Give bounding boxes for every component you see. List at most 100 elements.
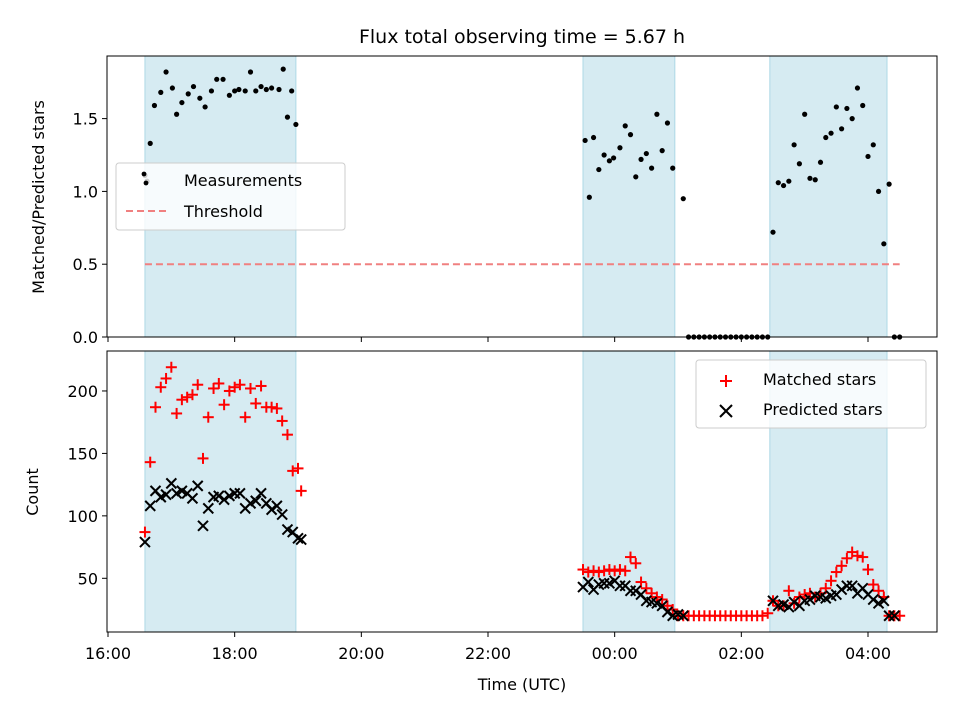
measurement-point bbox=[174, 111, 180, 117]
measurement-point bbox=[844, 105, 850, 112]
matched-star-point bbox=[619, 565, 631, 577]
measurement-point bbox=[622, 123, 628, 129]
matched-star-point bbox=[213, 377, 225, 389]
predicted-star-point bbox=[878, 595, 890, 607]
chart-title: Flux total observing time = 5.67 h bbox=[359, 26, 685, 48]
predicted-star-point bbox=[144, 500, 156, 512]
measurement-point bbox=[289, 88, 295, 94]
measurement-point bbox=[197, 95, 203, 101]
matched-star-point bbox=[577, 564, 589, 576]
matched-star-point bbox=[287, 465, 299, 477]
measurement-point bbox=[242, 88, 248, 94]
y-tick-label: 150 bbox=[67, 444, 98, 463]
measurement-point bbox=[232, 88, 238, 94]
predicted-star-point bbox=[804, 593, 816, 606]
bottom-axes-frame bbox=[106, 350, 938, 633]
bottom-legend: Matched stars Predicted stars bbox=[695, 359, 927, 429]
measurement-point bbox=[817, 159, 824, 165]
y-tick-label: 1.5 bbox=[73, 110, 98, 129]
bottom-panel: 50 100 150 200 16:00 18:00 20:00 22:00 00:00 02:… bbox=[23, 350, 938, 694]
matched-star-point bbox=[192, 379, 204, 391]
measurement-point bbox=[247, 69, 254, 75]
measurement-point bbox=[627, 132, 634, 138]
legend-label-predicted-stars: Predicted stars bbox=[763, 400, 883, 419]
measurement-point bbox=[293, 121, 299, 128]
matched-star-point bbox=[165, 361, 177, 373]
matched-star-point bbox=[862, 564, 874, 576]
predicted-star-point bbox=[213, 490, 225, 502]
predicted-star-point bbox=[218, 493, 230, 506]
measurement-points bbox=[142, 66, 903, 340]
measurement-point bbox=[284, 114, 291, 120]
measurement-point bbox=[147, 140, 153, 146]
measurement-point bbox=[590, 134, 597, 141]
measurement-point bbox=[654, 111, 660, 117]
measurement-point bbox=[582, 137, 588, 144]
predicted-star-point bbox=[276, 508, 288, 521]
matched-star-point bbox=[593, 566, 605, 578]
y-tick-label: 0.0 bbox=[73, 328, 98, 347]
measurement-point bbox=[802, 111, 808, 117]
predicted-star-point bbox=[582, 576, 594, 588]
predicted-star-point bbox=[160, 488, 172, 501]
matched-star-point bbox=[218, 399, 230, 411]
matched-star-point bbox=[756, 610, 768, 622]
measurement-point bbox=[849, 116, 855, 122]
matched-star-point bbox=[250, 397, 262, 409]
measurement-point bbox=[854, 85, 861, 91]
matched-star-point bbox=[857, 551, 869, 563]
measurement-point bbox=[617, 145, 623, 151]
measurement-point bbox=[185, 91, 191, 97]
measurement-point bbox=[158, 89, 164, 95]
matched-star-point bbox=[635, 576, 647, 588]
x-tick-label: 04:00 bbox=[845, 644, 891, 663]
bottom-legend-box bbox=[695, 359, 927, 429]
matched-star-point bbox=[234, 379, 246, 391]
predicted-star-point bbox=[677, 610, 689, 622]
measurement-point bbox=[886, 181, 892, 187]
matched-star-point bbox=[186, 389, 198, 401]
predicted-star-point bbox=[888, 610, 901, 622]
measurement-point bbox=[770, 229, 776, 235]
matched-star-point bbox=[176, 394, 188, 406]
y-tick-label: 200 bbox=[67, 382, 98, 401]
bottom-y-axis-label: Count bbox=[23, 468, 42, 516]
matched-star-point bbox=[651, 591, 663, 603]
matched-star-point bbox=[783, 585, 795, 597]
predicted-star-point bbox=[255, 487, 267, 500]
measurement-point bbox=[881, 241, 887, 247]
predicted-star-point bbox=[265, 503, 278, 516]
top-y-ticks: 0.0 0.5 1.0 1.5 bbox=[73, 110, 107, 347]
matched-star-point bbox=[836, 560, 848, 572]
predicted-star-point bbox=[835, 583, 848, 596]
measurement-point bbox=[263, 86, 269, 93]
matched-star-point bbox=[229, 381, 241, 393]
measurement-point bbox=[202, 104, 208, 110]
x-tick-label: 20:00 bbox=[338, 644, 384, 663]
matched-star-point bbox=[276, 415, 288, 427]
matched-star-point bbox=[255, 380, 267, 392]
matched-star-point bbox=[181, 391, 193, 403]
measurement-point bbox=[775, 180, 781, 186]
y-tick-label: 100 bbox=[67, 507, 98, 526]
matched-star-point bbox=[271, 402, 283, 414]
top-legend: Measurements Threshold bbox=[115, 162, 346, 231]
measurement-point bbox=[828, 130, 834, 136]
predicted-star-point bbox=[788, 596, 800, 608]
measurement-point bbox=[664, 120, 671, 126]
matched-star-point bbox=[625, 551, 636, 563]
measurement-point bbox=[860, 102, 866, 109]
matched-star-point bbox=[155, 381, 167, 393]
predicted-star-point bbox=[234, 487, 246, 500]
matched-star-point bbox=[139, 526, 151, 538]
measurement-point bbox=[236, 86, 242, 93]
top-y-axis-label: Matched/Predicted stars bbox=[29, 100, 48, 294]
x-axis-label: Time (UTC) bbox=[477, 675, 566, 694]
legend-marker-matched-stars bbox=[720, 375, 732, 387]
measurement-point bbox=[163, 69, 169, 75]
measurement-point bbox=[208, 88, 215, 94]
predicted-star-point bbox=[197, 520, 209, 532]
measurement-point bbox=[586, 194, 592, 200]
matched-star-point bbox=[851, 550, 863, 562]
